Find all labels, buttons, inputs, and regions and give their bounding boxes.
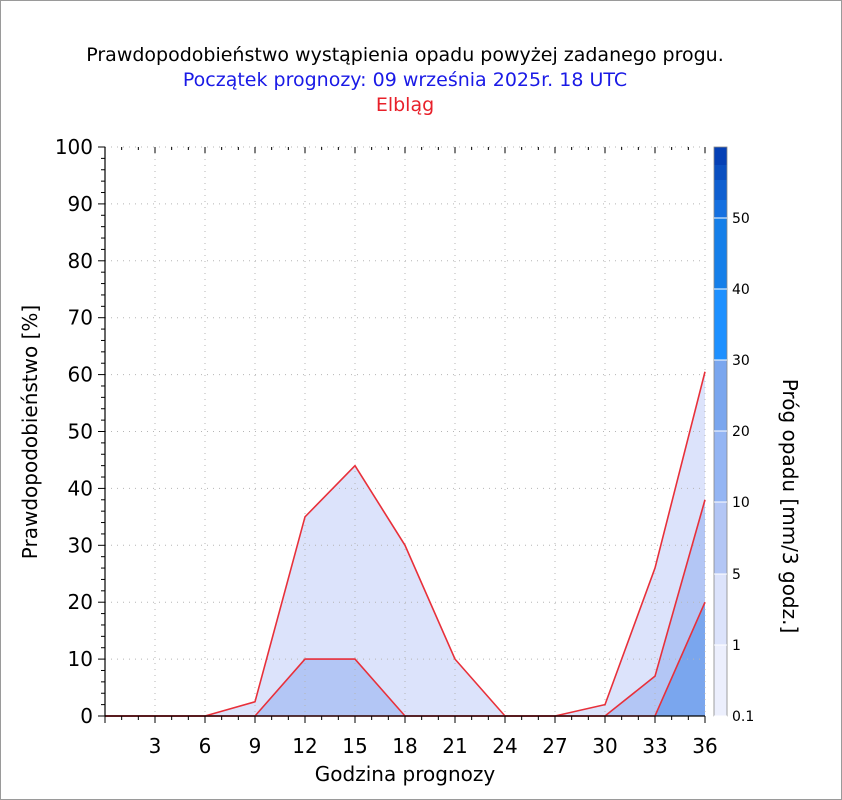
- x-tick-label: 18: [392, 734, 417, 758]
- colorbar-segment: [714, 200, 727, 218]
- x-tick-label: 3: [149, 734, 162, 758]
- x-tick-label: 33: [642, 734, 667, 758]
- colorbar-label: 30: [732, 353, 750, 369]
- y-tick-label: 40: [68, 476, 93, 500]
- colorbar-segment: [714, 360, 727, 431]
- colorbar-label: 0.1: [732, 709, 754, 725]
- y-tick-label: 10: [68, 647, 93, 671]
- y-tick-label: 100: [55, 135, 93, 159]
- y-tick-label: 60: [68, 363, 93, 387]
- colorbar-label: 5: [732, 567, 741, 583]
- x-tick-label: 15: [342, 734, 367, 758]
- area-threshold-0.1: [105, 371, 705, 716]
- colorbar-label: 20: [732, 424, 750, 440]
- colorbar-segment: [714, 502, 727, 574]
- chart-title: Prawdopodobieństwo wystąpienia opadu pow…: [86, 44, 724, 66]
- colorbar-segment: [714, 645, 727, 716]
- y-tick-label: 50: [68, 420, 93, 444]
- y-tick-label: 80: [68, 249, 93, 273]
- x-tick-label: 36: [692, 734, 717, 758]
- y-tick-label: 70: [68, 306, 93, 330]
- x-axis-title: Godzina prognozy: [315, 762, 496, 786]
- x-tick-label: 6: [199, 734, 212, 758]
- y-tick-label: 0: [80, 704, 93, 728]
- y-tick-label: 30: [68, 533, 93, 557]
- colorbar-label: 1: [732, 638, 741, 654]
- x-tick-label: 30: [592, 734, 617, 758]
- plot-areas: [105, 371, 705, 716]
- colorbar-label: 40: [732, 282, 750, 298]
- x-tick-label: 27: [542, 734, 567, 758]
- area-threshold-1: [105, 499, 705, 716]
- axes: [98, 146, 706, 723]
- colorbar-segment: [714, 431, 727, 502]
- colorbar-segment: [714, 289, 727, 360]
- y-axis-title: Prawdopodobieństwo [%]: [18, 305, 42, 559]
- colorbar-segment: [714, 218, 727, 289]
- colorbar-label: 10: [732, 495, 750, 511]
- x-tick-labels: 3 6 9 12 15 18 21 24 27 30 33 36: [149, 734, 718, 758]
- colorbar-segment: [714, 165, 727, 180]
- y-tick-labels: 0 10 20 30 40 50 60 70 80 90 100: [55, 135, 93, 728]
- colorbar-segment: [714, 180, 727, 200]
- x-tick-label: 12: [292, 734, 317, 758]
- x-tick-label: 21: [442, 734, 467, 758]
- y-tick-label: 90: [68, 192, 93, 216]
- colorbar-title: Próg opadu [mm/3 godz.]: [778, 379, 802, 634]
- x-tick-label: 9: [249, 734, 262, 758]
- colorbar-segment: [714, 147, 727, 165]
- colorbar: 0.1 1 5 10 20 30 40 50: [713, 146, 754, 725]
- colorbar-label: 50: [732, 211, 750, 227]
- y-tick-label: 20: [68, 590, 93, 614]
- chart-location: Elbląg: [376, 94, 434, 116]
- colorbar-segment: [714, 574, 727, 645]
- x-tick-label: 24: [492, 734, 517, 758]
- chart-subtitle: Początek prognozy: 09 września 2025r. 18…: [183, 69, 627, 91]
